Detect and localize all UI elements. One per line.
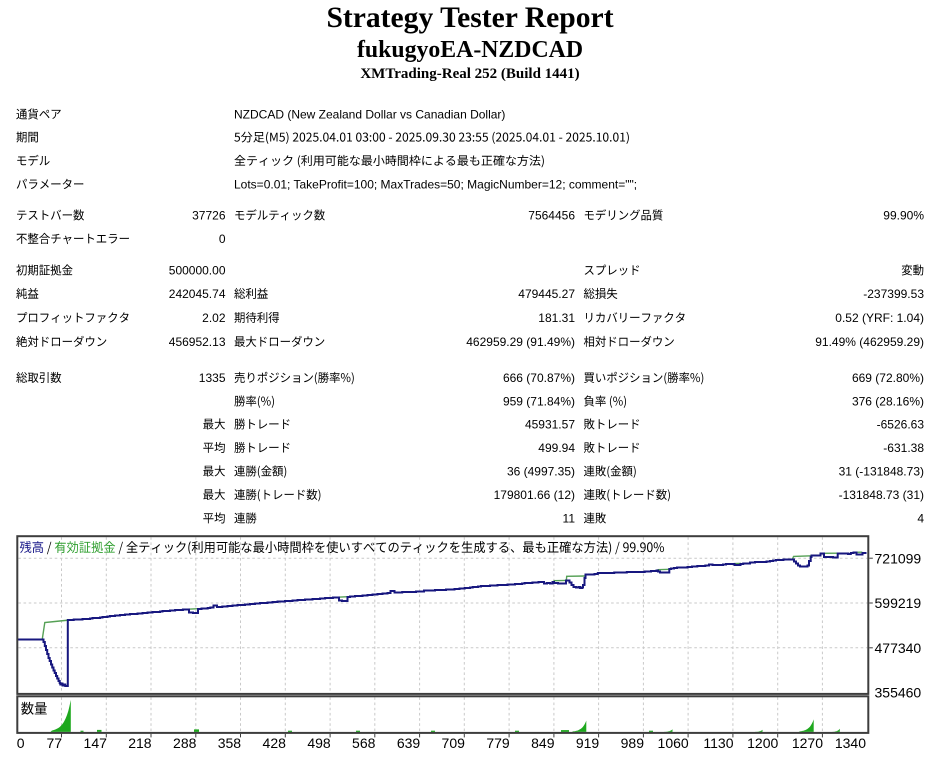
svg-text:779: 779 [486,735,510,751]
svg-text:288: 288 [173,735,197,751]
svg-text:477340: 477340 [875,640,922,656]
svg-text:0: 0 [17,735,25,751]
svg-text:1270: 1270 [792,735,823,751]
svg-text:4: 4 [917,512,924,526]
svg-text:147: 147 [84,735,108,751]
svg-text:456952.13: 456952.13 [169,335,226,349]
svg-text:11: 11 [563,512,576,526]
svg-text:NZDCAD (New Zealand Dollar vs: NZDCAD (New Zealand Dollar vs Canadian D… [234,108,505,122]
svg-text:500000.00: 500000.00 [169,264,226,278]
svg-text:709: 709 [442,735,466,751]
svg-text:599219: 599219 [875,595,922,611]
svg-text:XMTrading-Real 252 (Build 1441: XMTrading-Real 252 (Build 1441) [360,66,579,82]
svg-text:181.31: 181.31 [538,311,575,325]
svg-text:669 (72.80%): 669 (72.80%) [852,371,924,385]
svg-text:-631.38: -631.38 [883,441,924,455]
svg-text:959 (71.84%): 959 (71.84%) [503,395,575,409]
svg-text:428: 428 [263,735,287,751]
svg-text:-131848.73 (31): -131848.73 (31) [839,488,924,502]
svg-text:1060: 1060 [658,735,689,751]
svg-text:0.52 (YRF: 1.04): 0.52 (YRF: 1.04) [835,311,924,325]
svg-text:919: 919 [576,735,600,751]
svg-text:-6526.63: -6526.63 [877,418,925,432]
svg-text:0: 0 [219,232,226,246]
svg-text:568: 568 [352,735,376,751]
svg-text:355460: 355460 [875,685,922,701]
svg-text:31 (-131848.73): 31 (-131848.73) [839,465,924,479]
svg-text:499.94: 499.94 [538,441,575,455]
svg-text:498: 498 [307,735,331,751]
svg-text:77: 77 [47,735,63,751]
svg-text:91.49% (462959.29): 91.49% (462959.29) [815,335,924,349]
svg-text:242045.74: 242045.74 [169,287,226,301]
svg-text:849: 849 [531,735,555,751]
svg-text:1130: 1130 [703,735,733,751]
svg-text:989: 989 [621,735,645,751]
svg-text:1340: 1340 [835,735,866,751]
svg-text:1335: 1335 [199,371,226,385]
svg-text:45931.57: 45931.57 [525,418,575,432]
svg-text:36 (4997.35): 36 (4997.35) [507,465,575,479]
svg-text:1200: 1200 [747,735,778,751]
svg-text:7564456: 7564456 [528,209,575,223]
svg-text:Strategy Tester Report: Strategy Tester Report [326,2,613,34]
svg-text:479445.27: 479445.27 [518,287,575,301]
svg-text:179801.66 (12): 179801.66 (12) [494,488,575,502]
svg-text:639: 639 [397,735,421,751]
svg-text:218: 218 [128,735,152,751]
svg-text:358: 358 [218,735,242,751]
svg-text:fukugyoEA-NZDCAD: fukugyoEA-NZDCAD [357,37,583,63]
svg-text:-237399.53: -237399.53 [863,287,924,301]
svg-text:376 (28.16%): 376 (28.16%) [852,395,924,409]
svg-text:37726: 37726 [192,209,226,223]
svg-text:Lots=0.01; TakeProfit=100; Max: Lots=0.01; TakeProfit=100; MaxTrades=50;… [234,178,637,192]
svg-text:462959.29 (91.49%): 462959.29 (91.49%) [466,335,575,349]
svg-text:721099: 721099 [875,550,922,566]
svg-text:2.02: 2.02 [202,311,226,325]
svg-text:666 (70.87%): 666 (70.87%) [503,371,575,385]
svg-text:99.90%: 99.90% [883,209,924,223]
